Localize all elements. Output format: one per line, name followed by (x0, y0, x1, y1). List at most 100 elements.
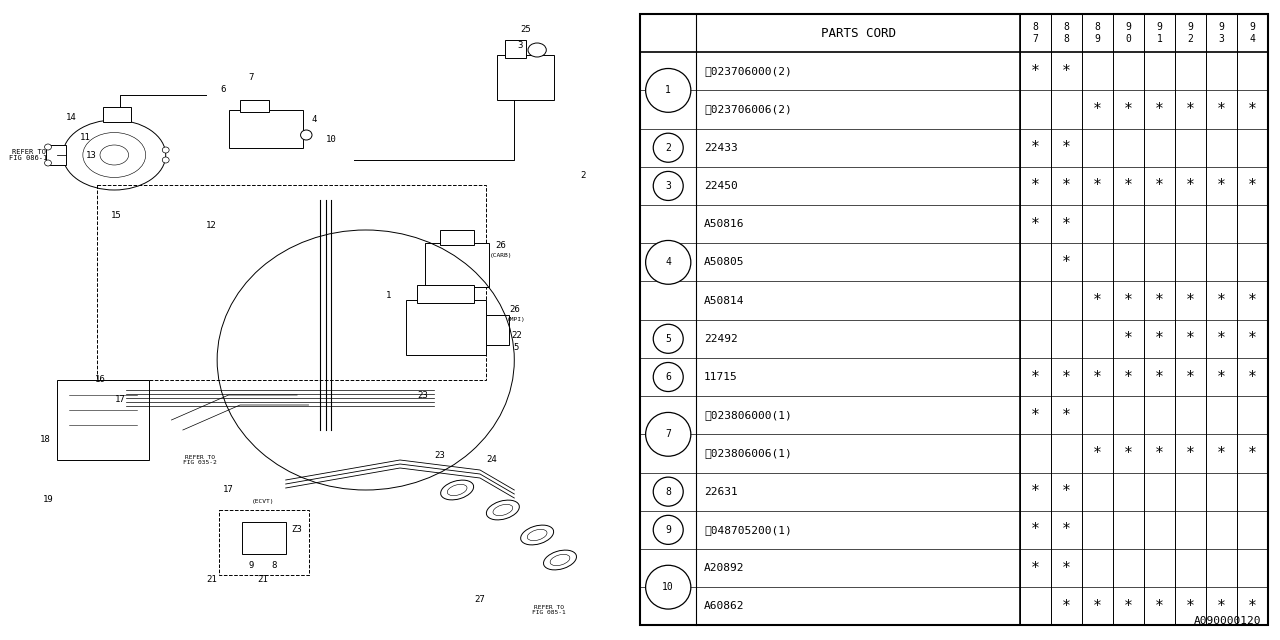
Text: *: * (1248, 179, 1257, 193)
Text: 23: 23 (417, 390, 429, 399)
Text: *: * (1124, 102, 1133, 117)
Text: *: * (1093, 369, 1102, 385)
Text: 2: 2 (580, 170, 585, 179)
Text: *: * (1155, 369, 1164, 385)
Bar (242, 522, 285, 554)
Text: 7: 7 (666, 429, 671, 439)
Ellipse shape (550, 554, 570, 566)
Text: *: * (1248, 332, 1257, 346)
Text: 3: 3 (517, 40, 522, 49)
Text: REFER TO
FIG 035-2: REFER TO FIG 035-2 (183, 454, 216, 465)
Circle shape (645, 412, 691, 456)
Text: ⓝ023706006(2): ⓝ023706006(2) (704, 104, 792, 115)
Ellipse shape (447, 484, 467, 495)
Text: *: * (1030, 64, 1039, 79)
Text: *: * (1062, 140, 1070, 156)
Circle shape (45, 160, 51, 166)
Bar (241, 100, 269, 112)
Text: REFER TO
FIG 085-1: REFER TO FIG 085-1 (531, 605, 566, 616)
Text: *: * (1187, 293, 1194, 308)
Text: 22433: 22433 (704, 143, 737, 153)
Text: 6: 6 (666, 372, 671, 382)
Text: *: * (1217, 332, 1226, 346)
Text: (CARB): (CARB) (489, 253, 512, 257)
Text: *: * (1030, 369, 1039, 385)
Text: 8
9: 8 9 (1094, 22, 1101, 44)
Bar (219, 510, 308, 575)
Circle shape (645, 68, 691, 112)
Text: 22: 22 (511, 330, 522, 339)
Text: *: * (1155, 599, 1164, 614)
Text: 18: 18 (41, 435, 51, 445)
Text: 9
2: 9 2 (1188, 22, 1193, 44)
Text: *: * (1062, 64, 1070, 79)
Text: *: * (1062, 255, 1070, 270)
Text: *: * (1030, 140, 1039, 156)
Text: 14: 14 (65, 113, 77, 122)
Text: 3: 3 (666, 181, 671, 191)
Bar (425, 243, 489, 287)
Text: 11715: 11715 (704, 372, 737, 382)
Text: 23: 23 (435, 451, 445, 460)
Text: *: * (1062, 561, 1070, 575)
Bar (506, 40, 526, 58)
Text: 17: 17 (115, 396, 125, 404)
Text: A20892: A20892 (704, 563, 745, 573)
Text: *: * (1093, 179, 1102, 193)
Text: Z3: Z3 (292, 525, 302, 534)
Text: *: * (1187, 446, 1194, 461)
Ellipse shape (486, 500, 520, 520)
Circle shape (163, 147, 169, 153)
Bar (417, 285, 475, 303)
Bar (229, 110, 303, 148)
Text: *: * (1062, 217, 1070, 232)
Text: 9
3: 9 3 (1219, 22, 1224, 44)
Circle shape (301, 130, 312, 140)
Text: 25: 25 (521, 26, 531, 35)
Text: *: * (1124, 179, 1133, 193)
Text: 19: 19 (42, 495, 54, 504)
Text: *: * (1187, 102, 1194, 117)
Circle shape (653, 515, 684, 545)
Text: *: * (1030, 179, 1039, 193)
Text: *: * (1124, 293, 1133, 308)
Text: 13: 13 (86, 150, 97, 159)
Text: *: * (1187, 179, 1194, 193)
Text: *: * (1155, 446, 1164, 461)
Text: 10: 10 (326, 136, 337, 145)
Text: 8: 8 (271, 561, 276, 570)
Text: 11: 11 (81, 134, 91, 143)
Text: *: * (1217, 446, 1226, 461)
Text: 24: 24 (486, 456, 497, 465)
Text: *: * (1155, 102, 1164, 117)
Text: (ECVT): (ECVT) (252, 499, 274, 504)
Text: A50814: A50814 (704, 296, 745, 305)
Bar (497, 55, 554, 100)
Text: 5: 5 (666, 334, 671, 344)
Text: 9
4: 9 4 (1249, 22, 1256, 44)
Text: ⓝ023806000(1): ⓝ023806000(1) (704, 410, 792, 420)
Text: ⓝ023706000(2): ⓝ023706000(2) (704, 67, 792, 76)
Ellipse shape (544, 550, 576, 570)
Circle shape (163, 157, 169, 163)
Ellipse shape (521, 525, 554, 545)
Text: *: * (1093, 599, 1102, 614)
Text: 17: 17 (223, 486, 234, 495)
Text: *: * (1248, 599, 1257, 614)
Ellipse shape (63, 120, 165, 190)
Text: *: * (1030, 217, 1039, 232)
Bar (46, 145, 67, 165)
Text: *: * (1062, 599, 1070, 614)
Text: Ⓢ048705200(1): Ⓢ048705200(1) (704, 525, 792, 535)
Text: REFER TO
FIG 086-1: REFER TO FIG 086-1 (9, 148, 47, 161)
Text: 7: 7 (248, 74, 255, 83)
Text: 27: 27 (475, 595, 485, 605)
Ellipse shape (440, 480, 474, 500)
Circle shape (645, 565, 691, 609)
Text: 9: 9 (666, 525, 671, 535)
Text: *: * (1187, 369, 1194, 385)
Circle shape (653, 477, 684, 506)
Text: 1: 1 (385, 291, 392, 300)
Text: *: * (1248, 293, 1257, 308)
Text: *: * (1124, 369, 1133, 385)
